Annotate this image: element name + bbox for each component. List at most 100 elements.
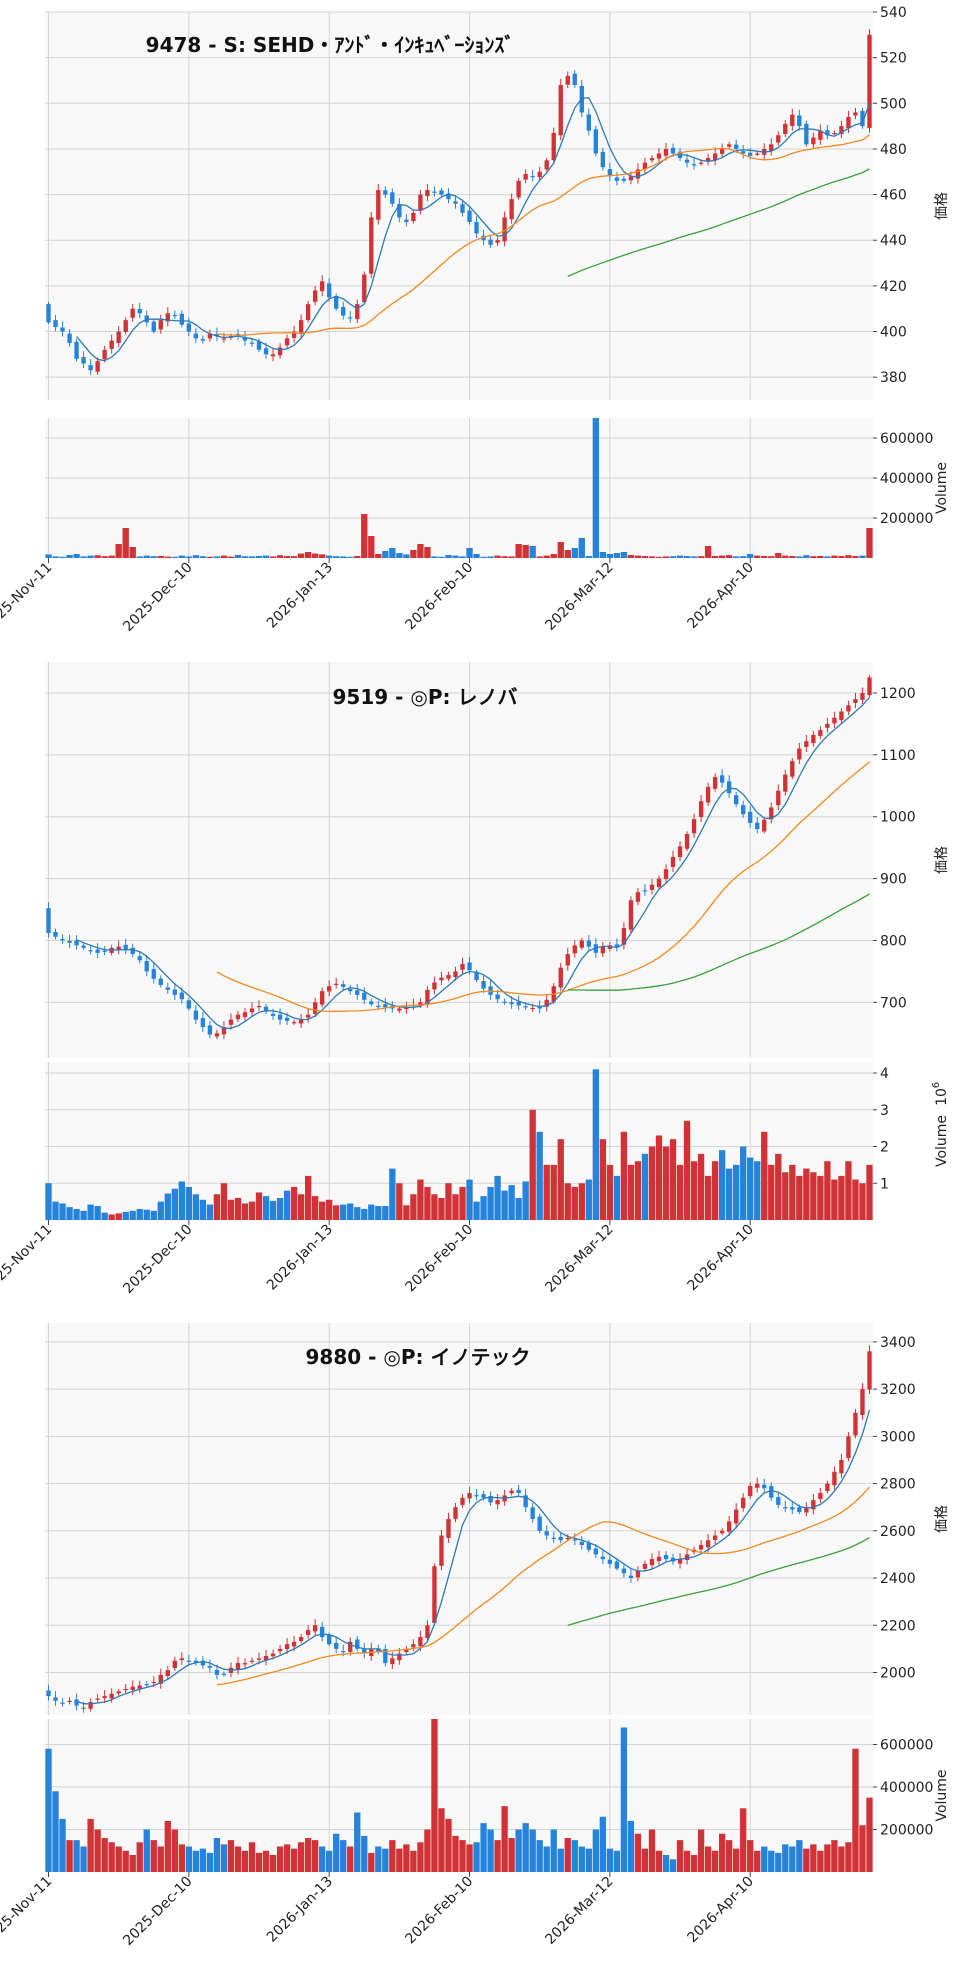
volume-bar (108, 1842, 115, 1872)
volume-bar (255, 1852, 263, 1872)
candle-body (474, 222, 479, 234)
candle-body (116, 331, 121, 343)
volume-bar (592, 1829, 599, 1872)
volume-bar (711, 1850, 719, 1872)
candle-body (748, 152, 753, 156)
price-tick-label: 520 (880, 51, 907, 67)
candle-body (291, 331, 297, 338)
candle-body (53, 931, 58, 937)
chart-panel-3: 2000 2200 2400 2600 2800 3000 3200 3400 200000 40… (0, 1323, 950, 1949)
candle-body (733, 1509, 739, 1524)
candle-body (537, 1516, 542, 1531)
volume-scale-exponent: 6 (931, 1082, 942, 1088)
price-tick-label: 500 (880, 96, 907, 112)
candle-body (46, 304, 51, 323)
volume-bar (73, 1208, 80, 1220)
candle-body (825, 723, 830, 728)
volume-bar (431, 1719, 438, 1872)
candle-body (242, 1012, 248, 1018)
volume-bar (655, 556, 663, 558)
candle-body (249, 1660, 255, 1662)
volume-bar (59, 1818, 66, 1872)
volume-bar (613, 553, 621, 558)
candle-body (762, 1484, 767, 1489)
volume-bar (52, 1201, 59, 1220)
candle-body (628, 900, 634, 930)
candle-body (144, 961, 149, 972)
volume-bar (494, 1175, 501, 1220)
candle-body (600, 1556, 606, 1560)
candle-body (621, 178, 627, 181)
candle-body (200, 1018, 206, 1028)
candle-body (291, 1022, 297, 1024)
candle-body (649, 884, 655, 890)
volume-tick-label: 4 (880, 1066, 889, 1082)
candle-body (109, 340, 114, 349)
candle-body (95, 949, 100, 953)
volume-bar (704, 1175, 712, 1220)
candle-body (256, 1006, 262, 1008)
volume-bar (143, 1209, 150, 1220)
volume-bar (199, 1199, 207, 1220)
volume-bar (782, 1172, 789, 1220)
candle-body (551, 1537, 556, 1539)
candle-body (305, 1014, 311, 1018)
volume-bar (269, 1855, 277, 1872)
candle-body (628, 176, 634, 181)
volume-bar (831, 1179, 838, 1220)
volume-bar (747, 1157, 754, 1220)
volume-bar (326, 1199, 333, 1220)
candle-body (474, 972, 479, 981)
volume-bar (375, 1206, 382, 1220)
volume-bar (157, 1846, 164, 1872)
candle-body (726, 781, 732, 794)
candle-body (369, 1001, 374, 1005)
x-tick-label: 2026-Apr-10 (684, 1222, 757, 1295)
volume-bar (606, 1164, 614, 1220)
candle-body (509, 199, 514, 220)
price-tick-label: 420 (880, 279, 907, 295)
volume-bar (368, 1204, 375, 1220)
volume-bar (424, 1829, 431, 1872)
volume-bar (487, 1829, 494, 1872)
volume-axis-label: Volume (934, 1115, 950, 1167)
candle-body (53, 320, 58, 327)
candle-body (277, 1014, 283, 1020)
volume-bar (599, 1816, 607, 1872)
volume-bar (466, 548, 473, 558)
candle-body (691, 819, 697, 834)
candle-body (698, 1544, 704, 1550)
volume-bar (613, 1850, 621, 1872)
candle-body (298, 320, 304, 334)
volume-bar (94, 555, 101, 558)
candle-body (846, 116, 851, 129)
volume-bar (704, 546, 712, 558)
volume-bar (761, 1846, 768, 1872)
volume-bar (473, 554, 480, 558)
volume-bar (333, 1833, 340, 1872)
candle-body (270, 1013, 276, 1016)
candle-body (312, 1002, 318, 1014)
volume-bar (627, 555, 635, 558)
volume-bar (403, 1205, 410, 1220)
volume-bar (438, 1808, 445, 1872)
volume-bar (592, 1069, 599, 1220)
volume-bar (557, 542, 564, 558)
candle-body (593, 1548, 599, 1555)
volume-bar (368, 536, 375, 558)
candle-body (200, 339, 206, 341)
volume-bar (740, 556, 747, 558)
volume-bar (375, 554, 382, 558)
volume-bar (143, 555, 150, 558)
volume-tick-label: 600000 (880, 1738, 933, 1754)
volume-axis-label: Volume (934, 1769, 950, 1821)
candle-body (698, 801, 704, 818)
volume-tick-label: 600000 (880, 431, 933, 447)
volume-bar (466, 1179, 473, 1220)
volume-bar (80, 1210, 87, 1220)
price-axis-label: 価格 (934, 192, 950, 220)
candle-body (804, 123, 809, 145)
candle-body (362, 992, 367, 1000)
candle-body (277, 1648, 283, 1652)
volume-bar (676, 1164, 684, 1220)
